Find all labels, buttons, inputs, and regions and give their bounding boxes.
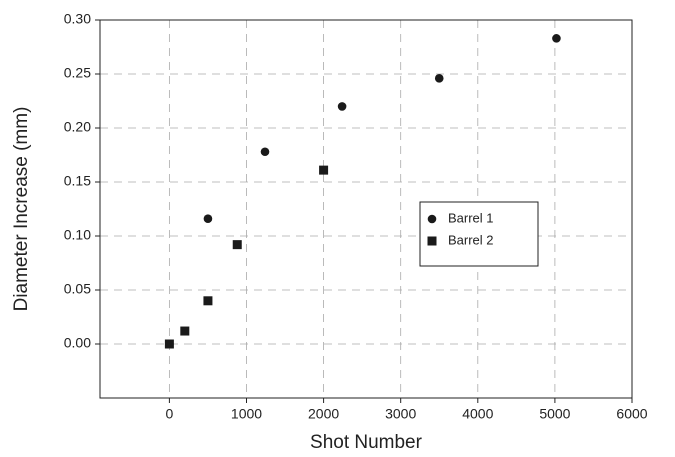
y-axis-label: Diameter Increase (mm) <box>11 107 32 312</box>
x-tick-label: 3000 <box>385 406 416 422</box>
data-point <box>203 214 213 224</box>
data-point <box>434 74 444 83</box>
y-tick-label: 0.10 <box>64 227 91 243</box>
x-tick-label: 2000 <box>308 406 339 422</box>
y-tick-label: 0.25 <box>64 65 91 81</box>
data-point <box>180 326 190 336</box>
data-point <box>203 296 213 306</box>
legend-marker <box>427 236 437 246</box>
data-point <box>232 240 242 250</box>
plot-frame <box>99 19 633 399</box>
legend-label: Barrel 2 <box>448 232 494 247</box>
y-tick-label: 0.00 <box>64 335 91 351</box>
x-tick-label: 4000 <box>462 406 493 422</box>
x-tick-label: 1000 <box>231 406 262 422</box>
y-tick-label: 0.20 <box>64 119 91 135</box>
legend-box <box>419 201 539 267</box>
y-tick-label: 0.30 <box>64 11 91 27</box>
data-point <box>337 102 347 111</box>
legend-marker <box>427 214 437 224</box>
y-tick-label: 0.15 <box>64 173 91 189</box>
legend-label: Barrel 1 <box>448 210 494 225</box>
data-point <box>552 34 561 43</box>
data-point <box>260 147 270 157</box>
y-tick-label: 0.05 <box>64 281 91 297</box>
data-point <box>164 339 174 349</box>
data-point <box>319 165 329 175</box>
x-axis-label: Shot Number <box>310 432 423 453</box>
x-tick-label: 6000 <box>616 406 647 422</box>
x-tick-label: 0 <box>165 406 173 422</box>
x-tick-label: 5000 <box>539 406 570 422</box>
